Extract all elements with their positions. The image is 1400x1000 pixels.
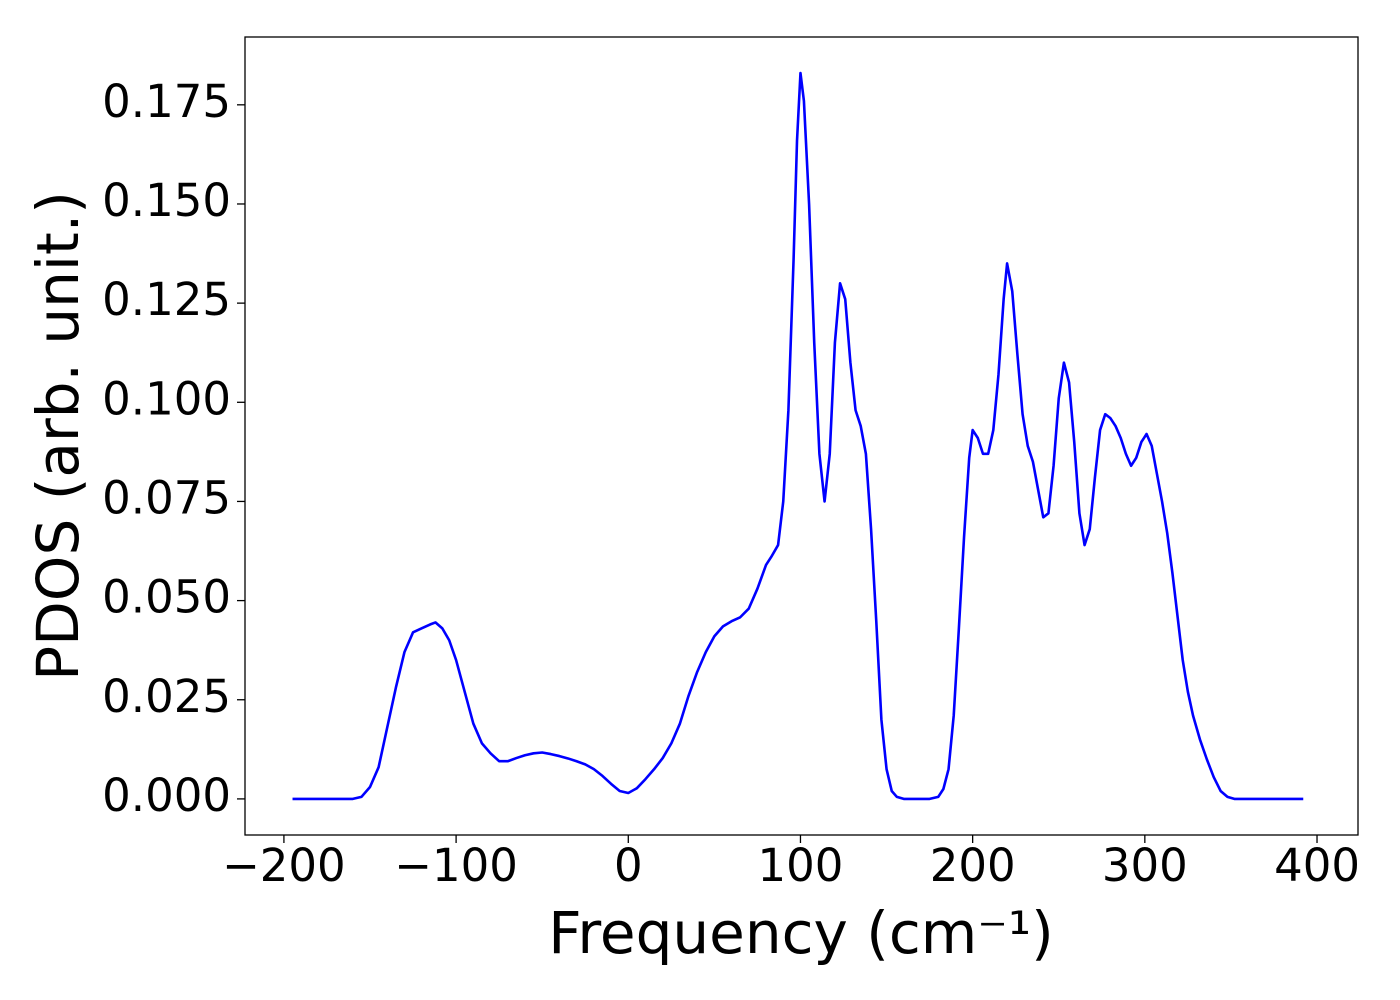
x-axis-label: Frequency (cm⁻¹) xyxy=(548,899,1054,967)
y-tick-label: 0.000 xyxy=(102,769,231,822)
x-tick-label: 100 xyxy=(758,839,844,892)
plot-frame xyxy=(244,36,1359,836)
y-tick-label: 0.025 xyxy=(102,670,231,723)
y-axis-label: PDOS (arb. unit.) xyxy=(24,191,92,681)
y-tick-label: 0.100 xyxy=(102,372,231,425)
x-tick-label: 300 xyxy=(1102,839,1188,892)
x-tick-label: 0 xyxy=(614,839,643,892)
y-tick-label: 0.050 xyxy=(102,571,231,624)
y-tick-label: 0.175 xyxy=(102,75,231,128)
y-tick-label: 0.125 xyxy=(102,273,231,326)
y-tick-label: 0.150 xyxy=(102,174,231,227)
x-tick-label: −100 xyxy=(394,839,518,892)
x-tick-label: −200 xyxy=(222,839,346,892)
x-tick-label: 400 xyxy=(1274,839,1360,892)
y-tick-label: 0.075 xyxy=(102,471,231,524)
x-tick-label: 200 xyxy=(930,839,1016,892)
data-line xyxy=(292,71,1304,801)
